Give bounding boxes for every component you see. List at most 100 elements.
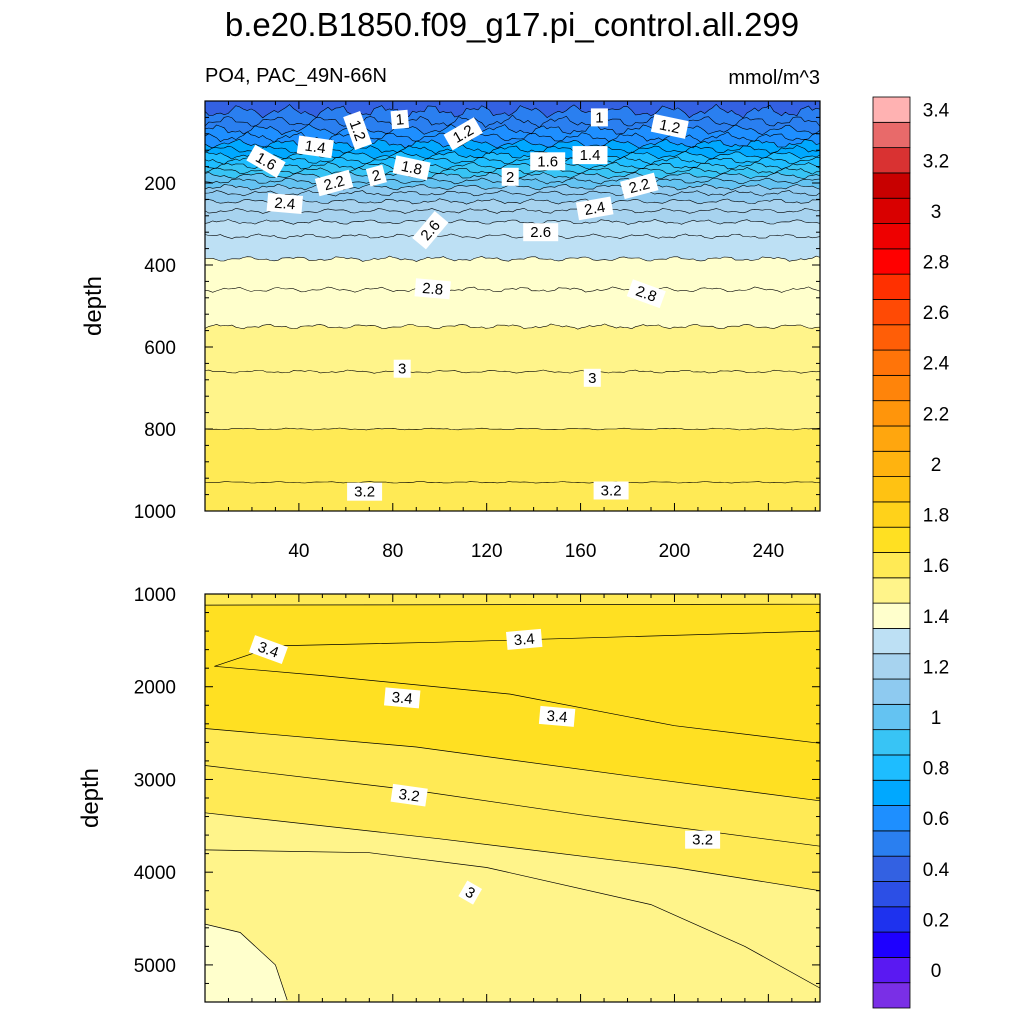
lower-contour-label-box xyxy=(390,783,428,807)
colorbar-label: 2.8 xyxy=(923,253,949,274)
colorbar-box xyxy=(872,729,911,756)
colorbar-box xyxy=(872,450,911,477)
colorbar-box xyxy=(872,96,911,123)
lower-y-tick-label: 4000 xyxy=(134,863,176,884)
upper-contour-line-2.4 xyxy=(205,207,820,214)
upper-contour-label: 1 xyxy=(590,108,608,127)
upper-y-tick-label: 400 xyxy=(144,256,176,277)
colorbar-box xyxy=(872,476,911,503)
upper-contour-line-1.1 xyxy=(205,123,820,136)
upper-contour-label-box xyxy=(393,359,411,378)
upper-contour-label-text: 2.4 xyxy=(583,199,606,219)
upper-contour-label-box xyxy=(583,368,601,387)
colorbar-box xyxy=(872,324,911,351)
upper-x-tick-label: 160 xyxy=(565,541,597,562)
upper-contour-label: 3 xyxy=(393,359,411,378)
colorbar-box xyxy=(872,248,911,275)
lower-contour-line-3.3 xyxy=(205,728,820,802)
upper-contour-label: 2 xyxy=(501,167,519,186)
colorbar-label: 1 xyxy=(931,708,942,729)
colorbar-box xyxy=(872,552,911,579)
colorbar-label: 0.8 xyxy=(923,759,949,780)
upper-contour-line-2.9 xyxy=(205,323,820,330)
colorbar-label: 2.2 xyxy=(923,404,949,425)
upper-contour-label-box xyxy=(575,196,614,221)
colorbar-box xyxy=(872,805,911,832)
colorbar-label: 2 xyxy=(931,455,942,476)
lower-contour-line-3 xyxy=(205,849,820,989)
upper-contour-label-text: 3 xyxy=(588,370,596,387)
colorbar-box xyxy=(872,628,911,655)
colorbar-box xyxy=(872,982,911,1009)
lower-band-3.4 xyxy=(214,631,820,744)
upper-contour-label-text: 1.4 xyxy=(580,147,601,164)
lower-contour-label: 3.2 xyxy=(390,783,428,807)
upper-ylabel: depth xyxy=(80,276,107,336)
lower-contour-label-text: 3.4 xyxy=(513,631,535,650)
upper-contour-label-box xyxy=(343,110,373,151)
upper-y-tick-label: 1000 xyxy=(134,502,176,523)
upper-contour-label: 2.2 xyxy=(314,169,354,197)
lower-band-2.8 xyxy=(205,924,288,1002)
upper-contour-label-text: 1.6 xyxy=(537,153,558,170)
colorbar-box xyxy=(872,526,911,553)
upper-contour-label-box xyxy=(266,193,304,214)
colorbar-label: 0 xyxy=(931,961,942,982)
colorbar-label: 1.8 xyxy=(923,506,949,527)
upper-contour-label-text: 1.2 xyxy=(346,118,369,143)
lower-y-tick-label: 2000 xyxy=(134,678,176,699)
upper-contour-label-box xyxy=(443,117,483,151)
colorbar-label: 3.4 xyxy=(923,101,950,122)
upper-contour-label-text: 2.6 xyxy=(530,224,551,241)
colorbar-box xyxy=(872,501,911,528)
colorbar-label: 0.4 xyxy=(923,860,950,881)
upper-contour-label-text: 2.4 xyxy=(274,195,296,214)
upper-contour-label-text: 1.4 xyxy=(304,138,327,158)
upper-contour-label: 3.2 xyxy=(347,482,383,501)
lower-contour-label: 3.4 xyxy=(538,705,576,727)
colorbar-box xyxy=(872,602,911,629)
upper-contour-line-3 xyxy=(205,369,820,374)
lower-contour-label-text: 3.4 xyxy=(546,708,568,727)
lower-y-tick-label: 5000 xyxy=(134,956,176,977)
colorbar-box xyxy=(872,223,911,250)
colorbar-box xyxy=(872,754,911,781)
upper-contour-label-box xyxy=(365,164,387,187)
upper-contour-label-box xyxy=(523,223,559,242)
colorbar-box xyxy=(872,855,911,882)
upper-band-3.2 xyxy=(205,481,820,511)
colorbar-box xyxy=(872,931,911,958)
colorbar-box xyxy=(872,703,911,731)
upper-panel: 1 1 1.21.2 1.21.4 1.41.6 1.61.82 22.2 2.22.4 2.4… xyxy=(134,100,821,562)
lower-contour-label-box xyxy=(248,635,288,665)
upper-contour-label-text: 1.2 xyxy=(658,116,682,137)
upper-contour-line-2.5 xyxy=(205,218,820,225)
lower-contour-label-box xyxy=(383,687,421,709)
upper-contour-label: 1.4 xyxy=(572,146,608,165)
upper-contour-label: 2 xyxy=(365,164,387,187)
upper-contour-label: 1.2 xyxy=(343,110,373,151)
colorbar-box xyxy=(872,197,911,224)
lower-contour-label: 3.4 xyxy=(383,687,421,709)
colorbar-box xyxy=(872,121,911,149)
lower-contour-label: 3.2 xyxy=(685,830,721,849)
colorbar-label: 1.6 xyxy=(923,556,949,577)
colorbar-box xyxy=(872,906,911,933)
upper-contour-label-text: 3 xyxy=(398,361,406,378)
upper-x-tick-label: 80 xyxy=(382,541,403,562)
colorbar-box xyxy=(872,299,911,326)
colorbar-label: 2.6 xyxy=(923,303,949,324)
upper-contour-label-box xyxy=(296,135,334,159)
colorbar-box xyxy=(872,349,911,376)
upper-x-tick-label: 40 xyxy=(288,541,309,562)
upper-x-tick-label: 120 xyxy=(471,541,503,562)
upper-contour-label-box xyxy=(314,169,354,197)
colorbar-label: 1.2 xyxy=(923,657,949,678)
upper-contour-label-box xyxy=(530,152,566,171)
upper-contour-label-text: 3.2 xyxy=(601,483,622,500)
colorbar-box xyxy=(872,425,911,452)
colorbar-box xyxy=(872,881,911,908)
upper-contour-label: 2.2 xyxy=(620,172,659,200)
upper-contour-label-box xyxy=(593,481,629,500)
upper-contour-label-box xyxy=(572,146,608,165)
